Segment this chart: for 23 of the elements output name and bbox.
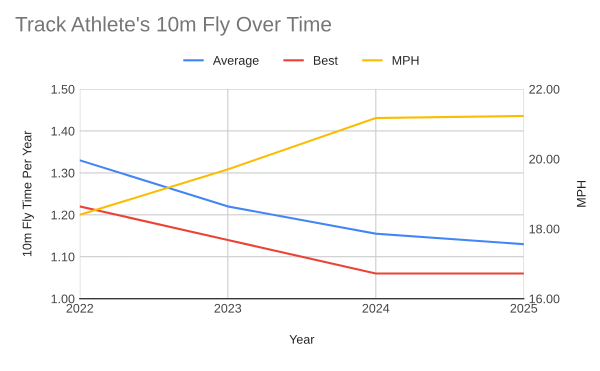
- legend-label: MPH: [392, 56, 418, 65]
- y2-axis-title: MPH: [577, 180, 586, 207]
- y2-tick-label: 22.00: [529, 84, 560, 94]
- y-tick-label: 1.50: [52, 84, 74, 94]
- x-tick-label: 2023: [214, 304, 242, 313]
- line-series: [80, 159, 524, 246]
- y-tick-label: 1.20: [52, 210, 74, 220]
- y-axis-title: 10m Fly Time Per Year: [22, 130, 34, 256]
- y2-tick-label: 16.00: [530, 294, 560, 304]
- x-tick-label: 2024: [362, 304, 390, 313]
- legend-label: Best: [314, 56, 338, 65]
- x-tick-label: 2025: [510, 304, 538, 313]
- y-tick-label: 1.10: [52, 252, 74, 262]
- y-tick-label: 1.40: [52, 126, 74, 136]
- y-tick-label: 1.30: [52, 168, 74, 178]
- chart-title: Track Athlete's 10m Fly Over Time: [15, 16, 332, 36]
- x-axis-title: Year: [289, 335, 314, 344]
- line-series: [80, 114, 524, 216]
- x-tick-label: 2022: [66, 304, 94, 313]
- y2-tick-label: 18.00: [530, 224, 560, 234]
- y2-tick-label: 20.00: [529, 154, 560, 164]
- y-tick-label: 1.00: [52, 294, 74, 304]
- legend-label: Average: [212, 56, 259, 68]
